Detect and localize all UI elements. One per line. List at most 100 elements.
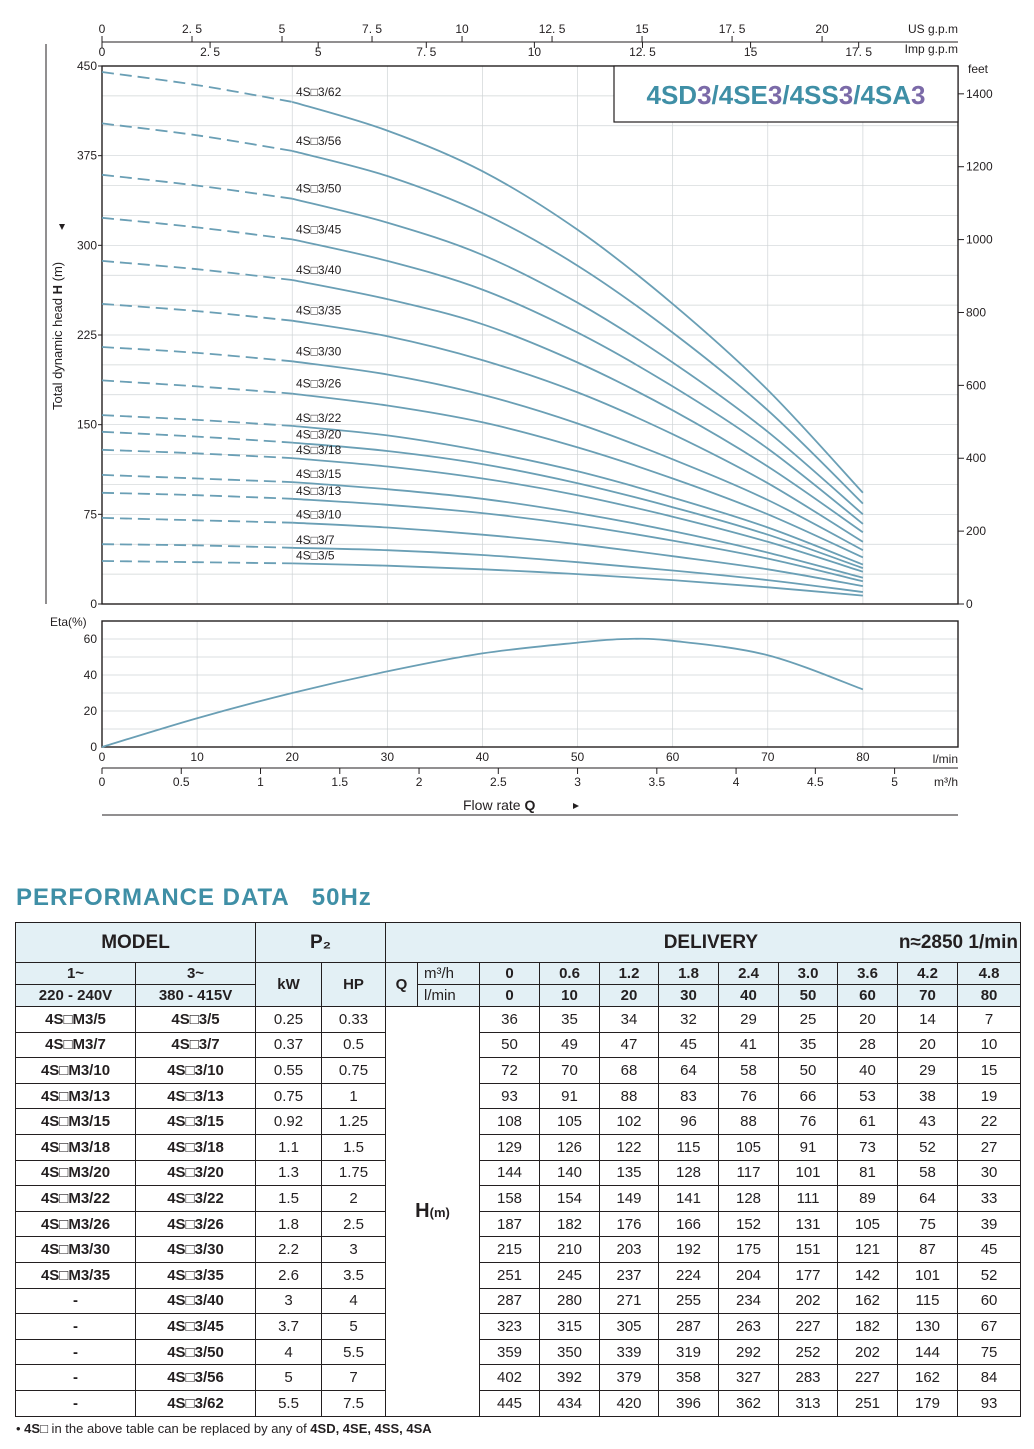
eta-tick-label: 0 [90, 740, 97, 754]
y2-tick-label: 200 [966, 524, 986, 538]
hp-cell: 5 [321, 1313, 387, 1340]
x-axis-arrow-icon [573, 803, 579, 809]
kw-cell: 3 [255, 1287, 323, 1315]
head-value-cell: 158 [479, 1185, 541, 1212]
head-value-cell: 154 [539, 1185, 601, 1212]
y2-tick-label: 800 [966, 305, 986, 319]
head-value-cell: 420 [599, 1389, 660, 1417]
kw-cell: 5.5 [255, 1389, 323, 1417]
eta-tick-label: 20 [84, 704, 98, 718]
three-phase-model: 4S□3/15 [134, 1108, 257, 1135]
head-curve [292, 457, 864, 573]
y-tick-label: 75 [84, 507, 98, 521]
three-phase-model: 4S□3/7 [134, 1031, 257, 1059]
head-value-cell: 52 [957, 1261, 1022, 1289]
head-value-cell: 75 [897, 1210, 959, 1238]
head-value-cell: 27 [957, 1133, 1022, 1161]
single-phase-model: 4S□M3/5 [15, 1006, 136, 1033]
hp-header: HP [321, 962, 387, 1007]
x-axis-label: Flow rate Q [463, 797, 535, 813]
head-value-cell: 122 [599, 1133, 660, 1161]
table-row: 4S□M3/18 4S□3/18 1.1 1.5 129 126 122 115 105 91 73… [15, 1133, 1022, 1161]
head-curve [292, 521, 864, 587]
hp-cell: 1 [321, 1082, 387, 1110]
kw-cell: 1.5 [255, 1185, 323, 1212]
head-value-cell: 128 [718, 1185, 780, 1212]
head-value-cell: 93 [957, 1389, 1022, 1417]
kw-cell: 0.37 [255, 1031, 323, 1059]
q-lmin-cell: 50 [778, 984, 839, 1007]
head-value-cell: 50 [479, 1031, 541, 1059]
q-lmin-cell: 20 [599, 984, 660, 1007]
head-value-cell: 234 [718, 1287, 780, 1315]
imp-gpm-tick-label: 7. 5 [416, 45, 436, 59]
footnote-bullet: • [16, 1421, 25, 1436]
eta-grid [102, 621, 958, 747]
head-value-cell: 144 [897, 1338, 959, 1366]
head-value-cell: 176 [599, 1210, 660, 1238]
table-row: 4S□M3/30 4S□3/30 2.2 3 215 210 203 192 175 151 121… [15, 1236, 1022, 1263]
y-tick-label: 150 [77, 418, 97, 432]
lmin-tick-label: 70 [761, 750, 775, 764]
head-value-cell: 402 [479, 1364, 541, 1391]
head-curve-dashed [101, 346, 293, 363]
m3h-tick-label: 4.5 [807, 775, 824, 789]
three-phase-model: 4S□3/5 [134, 1006, 257, 1033]
head-value-cell: 35 [778, 1031, 839, 1059]
head-value-cell: 108 [479, 1108, 541, 1135]
hp-cell: 3 [321, 1236, 387, 1263]
single-phase-model: 4S□M3/18 [15, 1133, 136, 1161]
hp-cell: 1.25 [321, 1108, 387, 1135]
q-lmin-cell: 80 [957, 984, 1022, 1007]
table-row: 4S□M3/7 4S□3/7 0.37 0.5 50 49 47 45 41 35 28 20 10 [15, 1031, 1022, 1059]
efficiency-curve [101, 637, 864, 748]
single-phase-model: 4S□M3/35 [15, 1261, 136, 1289]
head-value-cell: 305 [599, 1313, 660, 1340]
y2-tick-label: 400 [966, 451, 986, 465]
head-value-cell: 25 [778, 1006, 839, 1033]
head-unit: (m) [429, 1204, 450, 1220]
head-value-cell: 88 [718, 1108, 780, 1135]
p2-header: P₂ [255, 922, 387, 963]
head-value-cell: 227 [778, 1313, 839, 1340]
head-value-cell: 252 [778, 1338, 839, 1366]
chart-title-part: 3 [697, 80, 711, 110]
head-curve [292, 319, 864, 543]
head-value-cell: 19 [957, 1082, 1022, 1110]
head-value-cell: 60 [957, 1287, 1022, 1315]
hp-cell: 7 [321, 1364, 387, 1391]
m3h-tick-label: 3.5 [648, 775, 665, 789]
three-phase-model: 4S□3/10 [134, 1057, 257, 1084]
head-value-cell: 83 [658, 1082, 720, 1110]
curve-label: 4S□3/10 [296, 508, 342, 522]
head-curve-dashed [101, 474, 293, 483]
head-value-cell: 287 [479, 1287, 541, 1315]
m3h-tick-label: 2 [416, 775, 423, 789]
y-tick-label: 375 [77, 149, 97, 163]
y-axis-label: Total dynamic head H (m) [50, 262, 65, 410]
hp-cell: 0.33 [321, 1006, 387, 1033]
head-curve [292, 441, 864, 569]
q-m3h-cell: 3.6 [837, 962, 899, 985]
head-value-cell: 131 [778, 1210, 839, 1238]
table-row: 4S□M3/22 4S□3/22 1.5 2 158 154 149 141 128 111 89 6… [15, 1185, 1022, 1212]
chart-title-part: 3 [839, 80, 853, 110]
head-value-cell: 434 [539, 1389, 601, 1417]
head-value-cell: 315 [539, 1313, 601, 1340]
head-value-cell: 81 [837, 1159, 899, 1187]
head-value-cell: 67 [957, 1313, 1022, 1340]
chart-title-part: /4SA [853, 80, 911, 110]
head-value-cell: 49 [539, 1031, 601, 1059]
kw-cell: 1.3 [255, 1159, 323, 1187]
q-m3h-cell: 3.0 [778, 962, 839, 985]
head-value-cell: 58 [897, 1159, 959, 1187]
head-value-cell: 251 [479, 1261, 541, 1289]
head-value-cell: 187 [479, 1210, 541, 1238]
head-value-cell: 227 [837, 1364, 899, 1391]
eta-tick-label: 40 [84, 668, 98, 682]
us-gpm-label: US g.p.m [908, 22, 958, 36]
footnote-models: 4SD, 4SE, 4SS, 4SA [310, 1421, 432, 1436]
chart-title-part: /4SS [782, 80, 838, 110]
lmin-tick-label: 0 [99, 750, 106, 764]
single-phase-model: 4S□M3/10 [15, 1057, 136, 1084]
